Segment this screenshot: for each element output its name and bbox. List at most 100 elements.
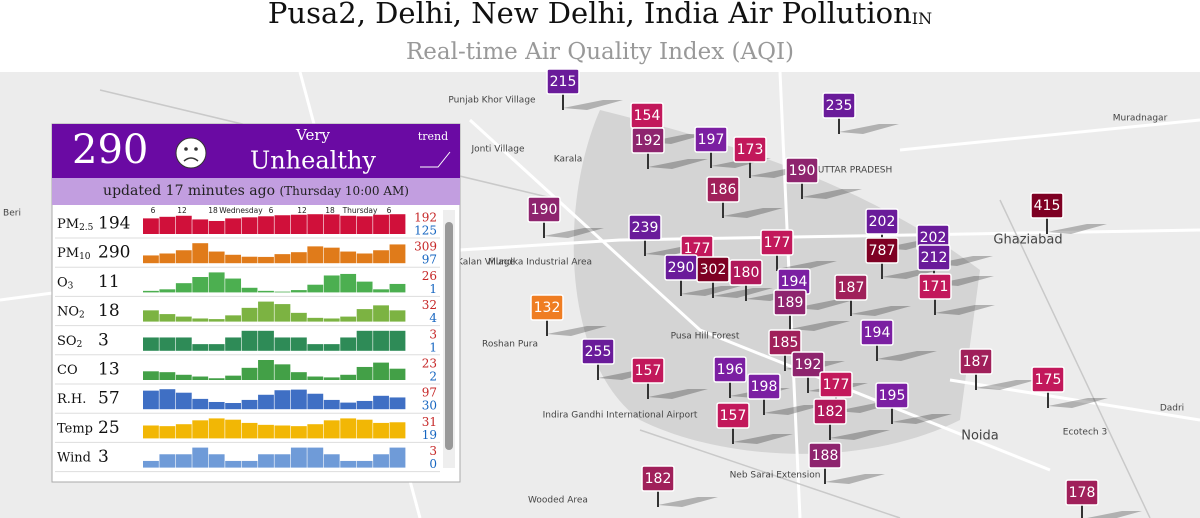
spark-bar	[175, 215, 192, 234]
marker-value: 154	[634, 108, 661, 124]
spark-bar	[340, 418, 357, 439]
spark-bar	[373, 289, 389, 293]
row-max: 26	[422, 269, 437, 283]
spark-bar	[389, 283, 406, 293]
row-name: PM	[57, 246, 79, 261]
station-marker[interactable]: 194	[777, 268, 854, 310]
place-label: Muradnagar	[1113, 114, 1168, 124]
station-marker[interactable]: 255	[581, 338, 658, 380]
station-marker[interactable]: 182	[813, 398, 890, 440]
row-min: 19	[422, 428, 437, 442]
spark-bar	[290, 426, 307, 439]
marker-box	[1031, 366, 1065, 393]
spark-bar	[274, 291, 291, 293]
marker-value: 187	[838, 280, 865, 296]
row-name: SO	[57, 333, 77, 348]
row-min: 30	[422, 399, 437, 413]
station-marker[interactable]: 195	[875, 382, 952, 424]
station-marker[interactable]: 157	[716, 402, 793, 444]
spark-bar	[323, 318, 340, 322]
station-marker[interactable]: 189	[773, 289, 850, 331]
spark-bar	[290, 214, 307, 234]
row-current: 13	[98, 360, 120, 380]
station-marker[interactable]: 194	[860, 319, 937, 361]
spark-bar	[241, 217, 258, 234]
place-label: Tikri Kalan Village	[434, 258, 516, 268]
station-marker[interactable]: 182	[641, 465, 718, 507]
spark-bar	[208, 401, 225, 410]
station-marker[interactable]: 132	[530, 294, 607, 336]
marker-value: 177	[823, 377, 850, 393]
place-label: Noida	[961, 429, 999, 444]
marker-shadow	[658, 497, 718, 507]
marker-value: 182	[817, 404, 844, 420]
place-label: Wooded Area	[528, 496, 588, 506]
row-max: 3	[429, 444, 437, 458]
spark-bar	[274, 425, 291, 439]
marker-box	[527, 196, 561, 223]
widget-header	[52, 124, 460, 178]
row-name: O	[57, 275, 68, 290]
station-marker[interactable]: 198	[747, 373, 824, 415]
station-marker[interactable]: 175	[1031, 366, 1108, 408]
station-marker[interactable]: 171	[918, 273, 995, 315]
station-marker[interactable]: 190	[527, 196, 604, 238]
spark-bar	[241, 422, 258, 439]
spark-bar	[373, 362, 389, 380]
marker-shadow	[1047, 224, 1107, 234]
spark-bar	[225, 375, 242, 380]
station-marker[interactable]: 192	[631, 127, 708, 169]
place-labels: Punjab Khor Village Jonti Village Karala Mu…	[3, 96, 1184, 506]
marker-value: 215	[550, 74, 577, 90]
marker-box	[768, 329, 802, 356]
spark-bar	[192, 398, 209, 410]
spark-bar	[241, 256, 258, 264]
station-marker[interactable]: 290	[664, 254, 741, 296]
spark-bar	[340, 337, 357, 351]
marker-value: 185	[772, 335, 799, 351]
station-marker[interactable]: 157	[631, 357, 708, 399]
spark-bar	[373, 395, 389, 410]
station-marker[interactable]: 178	[1065, 479, 1142, 518]
station-marker[interactable]: 787	[865, 237, 942, 279]
spark-bar	[290, 389, 307, 410]
station-marker[interactable]: 235	[822, 92, 899, 134]
row-max: 32	[422, 298, 437, 312]
spark-bar	[258, 360, 274, 380]
marker-box	[785, 157, 819, 184]
spark-bar	[192, 447, 209, 468]
marker-box	[733, 136, 767, 163]
marker-value: 235	[826, 98, 853, 114]
marker-box	[959, 348, 993, 375]
scroll-thumb[interactable]	[445, 222, 453, 450]
station-marker[interactable]: 187	[959, 348, 1036, 390]
marker-box	[773, 289, 807, 316]
station-marker[interactable]: 215	[546, 68, 623, 110]
row-name: NO	[57, 304, 79, 319]
spark-bar	[159, 372, 176, 380]
spark-bar	[274, 304, 291, 322]
spark-bar	[323, 275, 340, 293]
station-marker[interactable]: 190	[785, 157, 862, 199]
station-marker[interactable]: 302	[696, 256, 773, 298]
station-marker[interactable]: 186	[706, 176, 783, 218]
row-min: 1	[429, 340, 437, 354]
marker-shadow	[790, 321, 850, 331]
row-label: SO2	[57, 333, 82, 349]
spark-bar	[241, 460, 258, 468]
marker-value: 290	[668, 260, 695, 276]
station-marker[interactable]: 187	[834, 274, 911, 316]
spark-bar	[323, 377, 340, 380]
marker-box	[713, 356, 747, 383]
row-max: 3	[429, 327, 437, 341]
spark-bar	[373, 330, 389, 351]
spark-bar	[192, 344, 209, 351]
marker-box	[706, 176, 740, 203]
spark-bar	[208, 220, 225, 234]
marker-box	[865, 208, 899, 235]
station-marker[interactable]: 415	[1030, 192, 1107, 234]
timeline-label: 6	[387, 206, 392, 215]
station-marker[interactable]: 188	[808, 442, 885, 484]
